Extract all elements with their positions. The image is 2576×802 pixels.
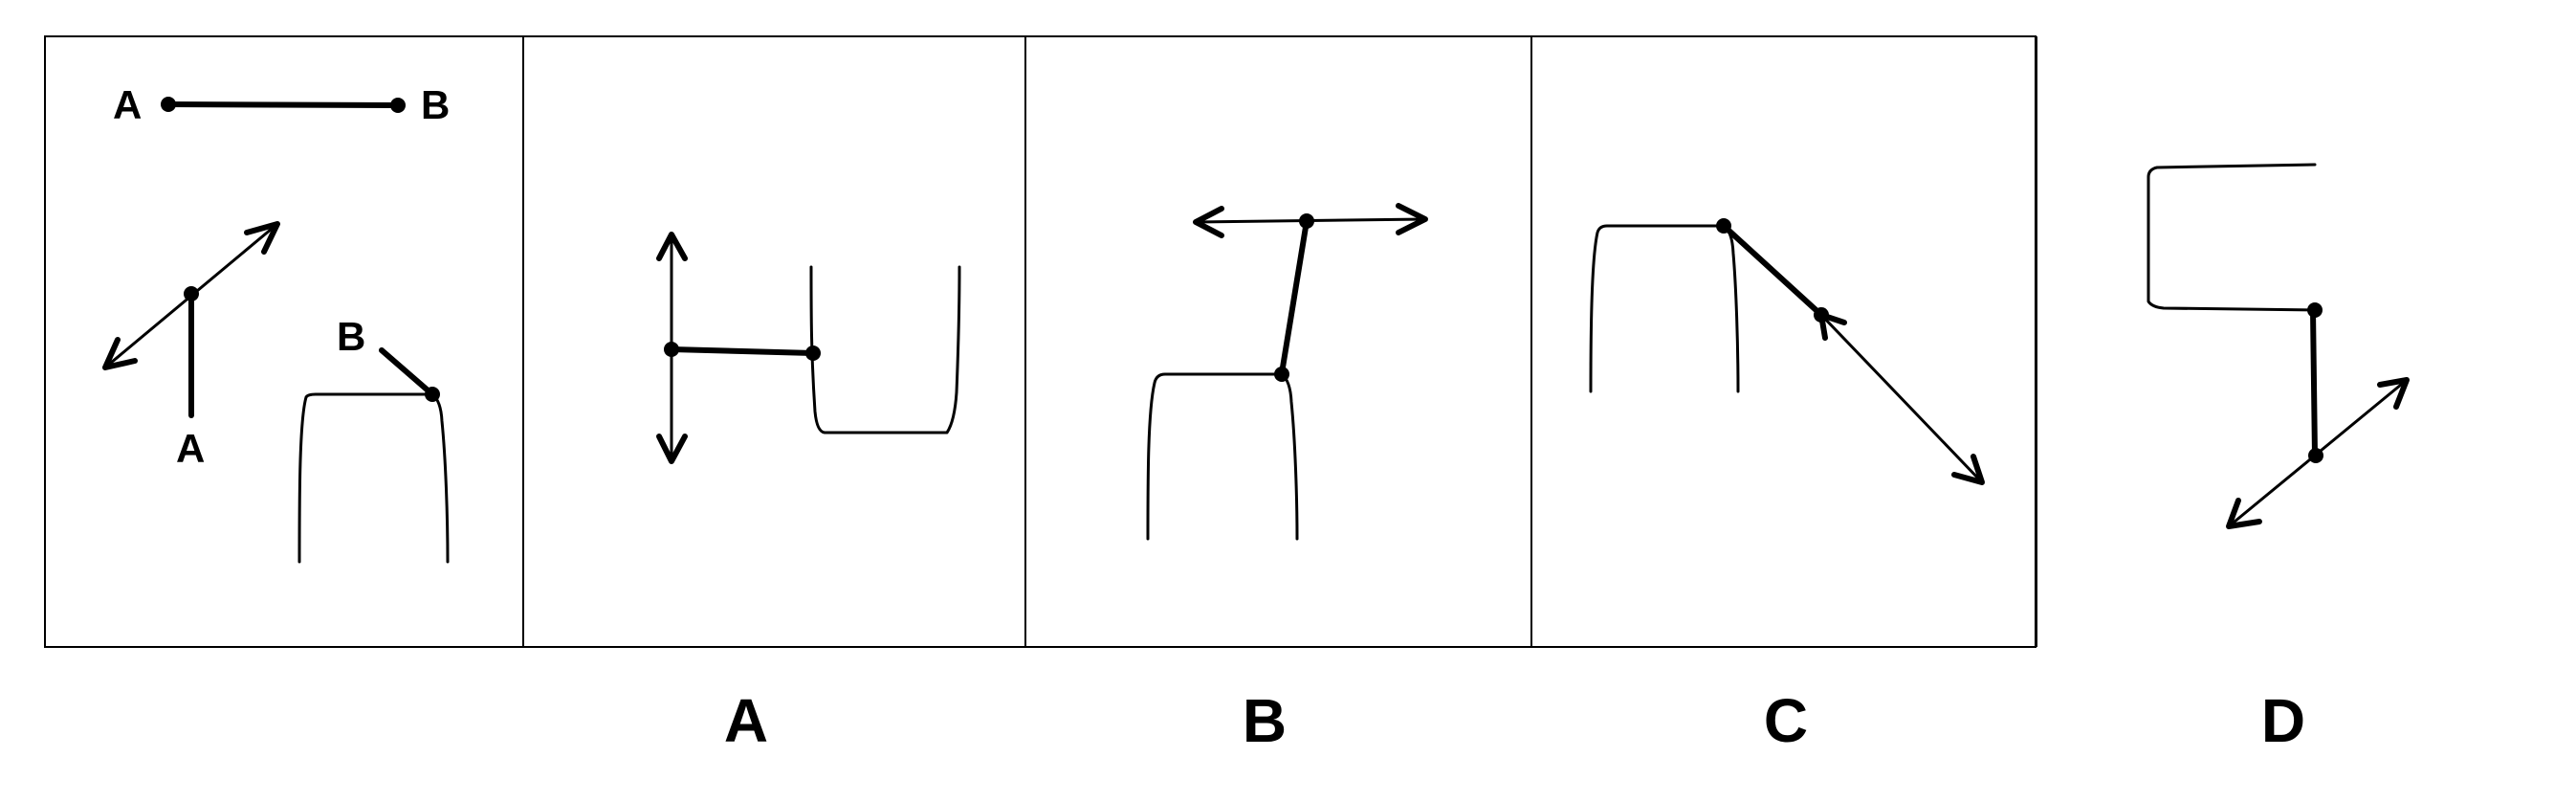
option-a-point-2 [805,345,821,361]
option-c-point-1 [1716,218,1731,234]
gate-point-b [425,387,440,402]
option-d-figure [2148,165,2407,526]
reference-segment: A B [113,82,450,127]
option-b-point-2 [1274,367,1289,382]
option-label-c[interactable]: C [1764,686,1808,755]
option-d-segment [2313,310,2315,456]
stem-with-double-arrow: A [105,224,277,471]
option-label-a[interactable]: A [724,686,768,755]
option-c-point-2 [1814,307,1829,323]
option-label-d[interactable]: D [2261,686,2305,755]
option-d-bracket [2148,165,2317,310]
option-b-figure [1148,206,1425,539]
gate-label-b: B [337,314,365,359]
option-a-gate [811,267,959,433]
gate-shape: B [299,314,448,562]
gate-spur [382,350,432,394]
option-c-figure [1591,218,1982,482]
gate-outline [299,394,448,562]
stem-label-a: A [176,426,205,471]
option-a-point-1 [664,342,679,357]
option-c-arrow-line [1821,315,1982,482]
option-b-gate [1148,374,1297,539]
option-a-figure [659,234,959,461]
option-labels: A B C D [724,686,2305,755]
segment-line [168,104,398,105]
segment-point-a [161,97,176,112]
option-d-point-2 [2308,448,2323,463]
stem-joint [184,286,199,301]
segment-label-b: B [421,82,450,127]
option-c-gate [1591,226,1738,391]
option-b-point-1 [1299,213,1314,229]
option-b-segment [1282,221,1307,373]
option-c-segment [1724,226,1821,315]
option-a-segment [672,349,813,353]
question-panel: A B A B [105,82,450,562]
option-d-arrow-head-up-right [2380,380,2407,407]
option-d-point-1 [2307,302,2323,318]
option-label-b[interactable]: B [1243,686,1287,755]
segment-point-b [390,98,406,113]
segment-label-a: A [113,82,142,127]
